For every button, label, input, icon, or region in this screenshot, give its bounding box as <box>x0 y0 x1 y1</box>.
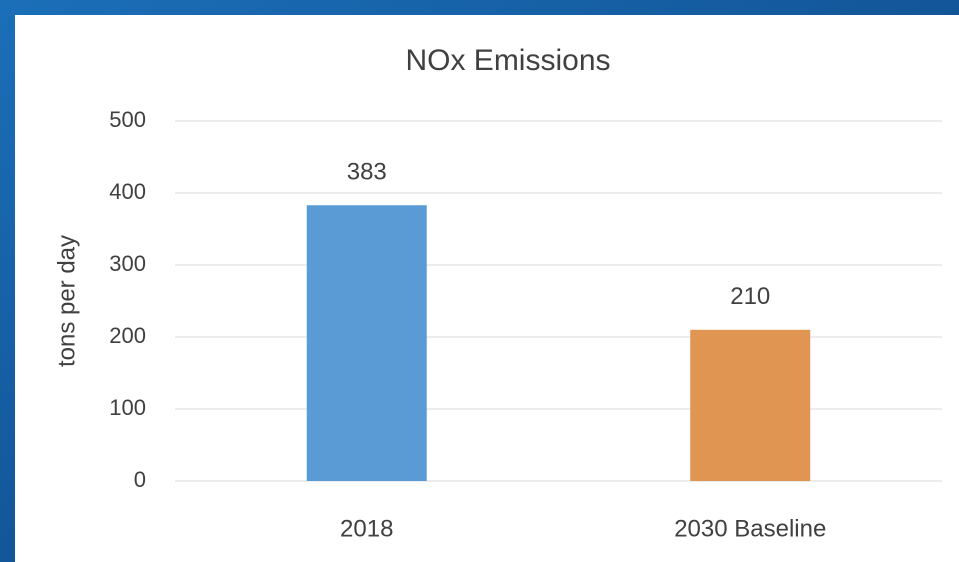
x-tick-label: 2030 Baseline <box>674 515 826 542</box>
data-label: 210 <box>730 283 770 310</box>
y-axis-label: tons per day <box>53 235 80 367</box>
chart-title: NOx Emissions <box>405 44 610 77</box>
y-tick-label: 500 <box>109 107 146 132</box>
y-tick-label: 100 <box>109 395 146 420</box>
x-tick-label: 2018 <box>340 515 393 542</box>
bar <box>306 205 427 482</box>
y-tick-label: 200 <box>109 323 146 348</box>
bar <box>690 329 811 481</box>
y-tick-label: 300 <box>109 251 146 276</box>
y-tick-label: 400 <box>109 179 146 204</box>
data-label: 383 <box>347 159 387 186</box>
y-tick-label: 0 <box>134 467 146 492</box>
chart-area <box>15 15 959 562</box>
